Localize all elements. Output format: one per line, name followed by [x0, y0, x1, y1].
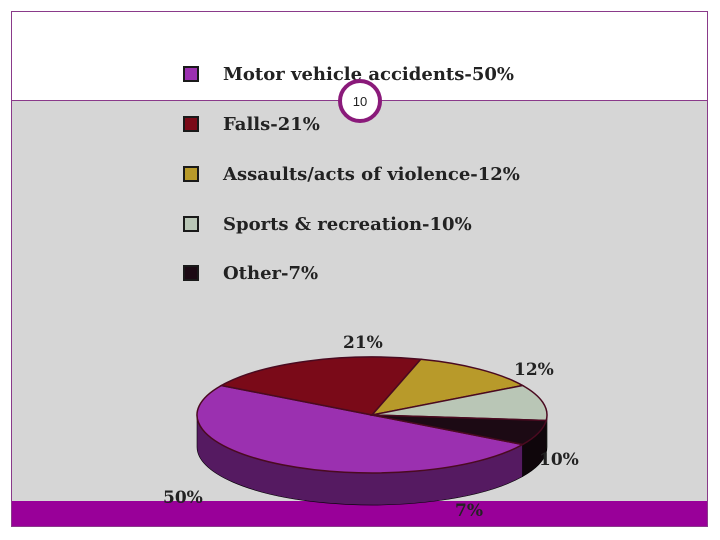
slice-label-falls: 21% [343, 333, 383, 353]
slice-label-motor-vehicle: 50% [163, 488, 203, 508]
legend-label: Other-7% [223, 262, 319, 284]
legend-label: Assaults/acts of violence-12% [223, 163, 520, 185]
legend-item-assaults: Assaults/acts of violence-12% [183, 160, 520, 188]
legend-item-falls: Falls-21% [183, 110, 320, 138]
slide-number-badge: 10 [338, 79, 382, 123]
legend-item-other: Other-7% [183, 259, 318, 287]
legend-item-motor-vehicle: Motor vehicle accidents-50% [183, 60, 514, 88]
legend-item-sports: Sports & recreation-10% [183, 210, 472, 238]
pie-slice-falls [219, 356, 423, 416]
legend-label: Sports & recreation-10% [223, 213, 472, 235]
pie-slice-assaults [369, 358, 525, 417]
legend-label: Motor vehicle accidents-50% [223, 63, 514, 85]
legend-swatch [183, 166, 199, 182]
pie-slice-other [371, 414, 548, 446]
pie-slice-motor-vehicle [196, 384, 525, 474]
slice-label-sports: 10% [539, 450, 579, 470]
legend-swatch [183, 66, 199, 82]
legend-swatch [183, 116, 199, 132]
legend-swatch [183, 216, 199, 232]
pie-slice-sports [371, 384, 548, 422]
legend-swatch [183, 265, 199, 281]
pie-slices [196, 356, 548, 474]
slice-label-assaults: 12% [514, 360, 554, 380]
slice-label-other: 7% [455, 501, 483, 521]
legend-label: Falls-21% [223, 113, 320, 135]
